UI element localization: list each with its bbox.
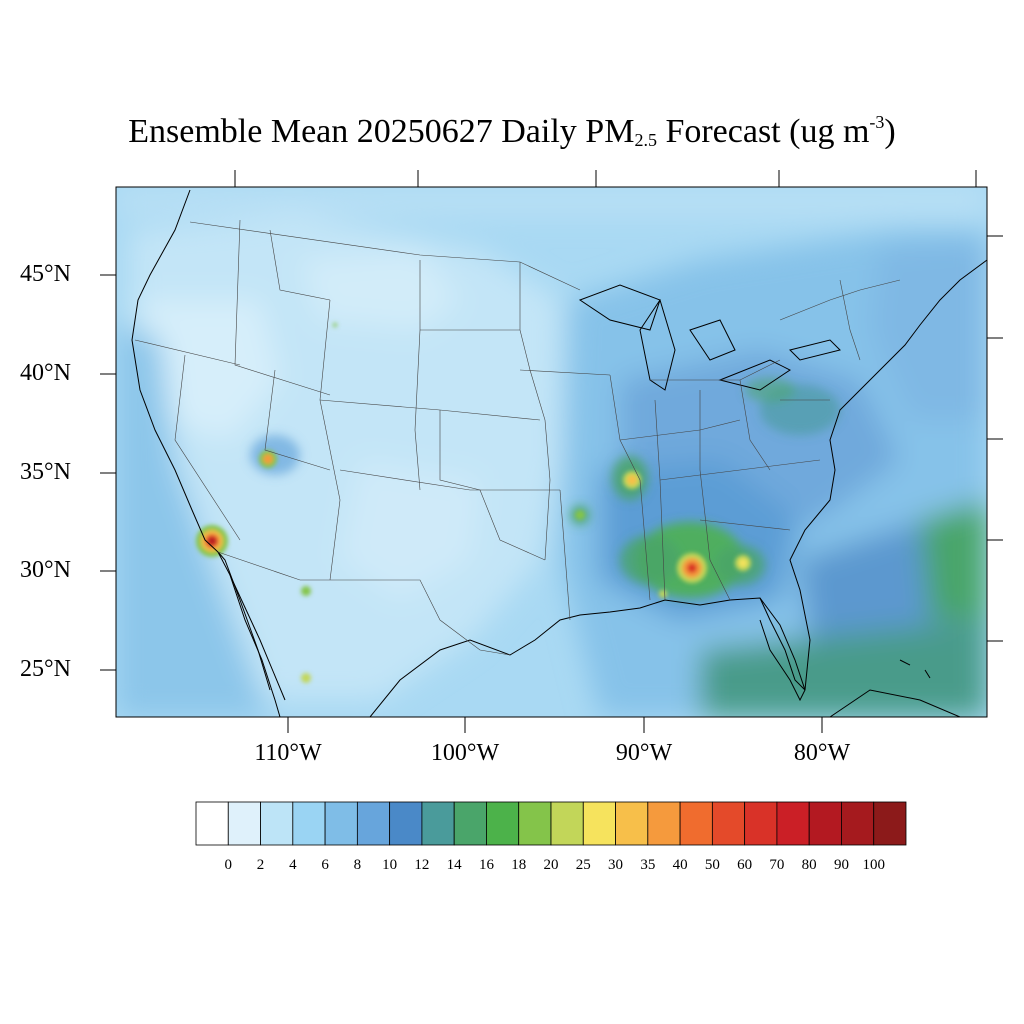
colorbar-swatch [518,801,552,846]
colorbar-swatch [711,801,746,846]
colorbar-swatch [582,801,616,846]
colorbar-label: 30 [608,857,624,873]
lat-label-30: 30°N [20,557,71,583]
title-superscript: -3 [869,112,885,132]
colorbar-label: 8 [353,857,362,873]
title-after: Forecast (ug m [656,113,870,150]
colorbar-swatch [227,801,261,846]
map-title: Ensemble Mean 20250627 Daily PM2.5 Forec… [0,112,1024,151]
colorbar [195,801,907,846]
colorbar-label: 2 [256,857,265,873]
colorbar-label: 6 [321,857,329,873]
colorbar-label: 60 [737,857,753,873]
colorbar-label: 50 [704,857,720,873]
colorbar-swatch [808,801,842,846]
colorbar-label: 35 [640,857,656,873]
lat-label-45: 45°N [20,261,71,287]
colorbar-label: 90 [833,857,849,873]
title-subscript: 2.5 [634,130,657,150]
state-borders [134,219,901,656]
colorbar-swatch [195,801,229,846]
colorbar-swatch [453,801,487,846]
colorbar-swatch [615,801,649,846]
plot-frame [115,186,988,718]
colorbar-label: 12 [414,857,430,873]
colorbar-swatch [776,801,810,846]
colorbar-swatch [550,801,584,846]
colorbar-label: 40 [672,857,688,873]
colorbar-swatch [841,801,875,846]
colorbar-swatch [679,801,713,846]
colorbar-swatch [647,801,681,846]
title-main: Ensemble Mean 20250627 Daily PM [128,113,635,150]
tick-marks [100,170,1003,733]
concentration-field [116,187,987,717]
colorbar-swatch [292,801,326,846]
lon-label-90w: 90°W [615,740,673,766]
colorbar-swatch [873,801,907,846]
colorbar-label: 10 [382,857,398,873]
colorbar-label: 100 [862,857,885,873]
title-close: ) [884,113,896,150]
colorbar-label: 18 [511,857,527,873]
colorbar-swatch [486,801,520,846]
lat-label-25: 25°N [20,656,71,682]
colorbar-swatch [744,801,778,846]
colorbar-label: 0 [224,857,233,873]
colorbar-label: 80 [801,857,817,873]
colorbar-swatch [260,801,294,846]
colorbar-label: 70 [769,857,785,873]
colorbar-swatch [324,801,358,846]
lat-label-35: 35°N [20,459,71,485]
colorbar-label: 16 [478,857,494,873]
colorbar-swatch [389,801,423,846]
lon-label-100w: 100°W [430,740,500,766]
colorbar-swatch [356,801,391,846]
colorbar-label: 4 [289,857,297,873]
colorbar-label: 14 [446,857,462,873]
hotspots [196,323,751,683]
lat-label-40: 40°N [20,360,71,386]
lon-label-110w: 110°W [254,740,322,766]
colorbar-swatch [421,801,455,846]
colorbar-label: 25 [575,857,591,873]
lon-label-80w: 80°W [793,740,851,766]
colorbar-label: 20 [543,857,559,873]
